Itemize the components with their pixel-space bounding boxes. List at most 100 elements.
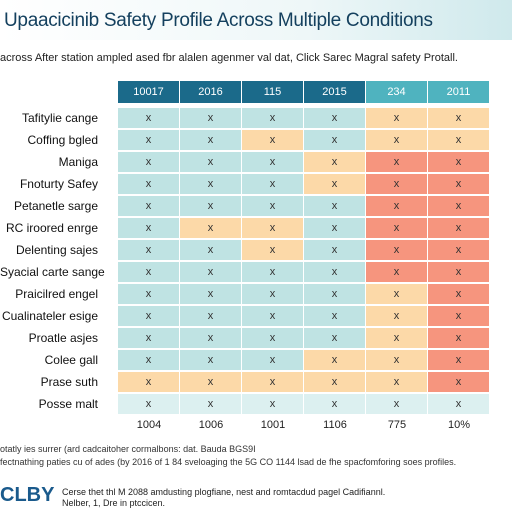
cell: x xyxy=(366,284,428,305)
cell: x xyxy=(366,328,428,349)
cell: x xyxy=(118,372,180,393)
cell: x xyxy=(304,328,366,349)
cell: x xyxy=(180,174,242,195)
column-header: 115 xyxy=(242,81,303,103)
cell: x xyxy=(118,328,180,349)
cell: x xyxy=(118,152,180,173)
cell: x xyxy=(428,350,490,371)
row-label: Prase suth xyxy=(40,375,98,389)
cell: x xyxy=(118,240,180,261)
cell: x xyxy=(180,328,242,349)
cell: x xyxy=(180,394,242,415)
cell: x xyxy=(242,130,304,151)
column-header: 234 xyxy=(366,81,427,103)
cell: x xyxy=(118,262,180,283)
column-header: 2015 xyxy=(304,81,365,103)
cell: x xyxy=(180,240,242,261)
column-total: 1106 xyxy=(323,419,347,431)
column-header: 10017 xyxy=(118,81,179,103)
cell: x xyxy=(366,262,428,283)
cell: x xyxy=(428,218,490,239)
cell: x xyxy=(242,108,304,129)
cell: x xyxy=(428,196,490,217)
row-label: Tafitylie cange xyxy=(21,111,98,125)
title: Upaacicinib Safety Profile Across Multip… xyxy=(4,10,433,31)
cell: x xyxy=(304,218,366,239)
footer-text: Nelber, 1, Dre in ptccicen. xyxy=(62,498,166,508)
row-label: Petanetle sarge xyxy=(13,199,98,213)
footer-text: Cerse thet thl M 2088 amdusting plogfian… xyxy=(62,487,386,497)
cell: x xyxy=(366,174,428,195)
cell: x xyxy=(242,350,304,371)
cell: x xyxy=(304,372,366,393)
footnote: otatly ies surrer (ard cadcaitoher corma… xyxy=(0,444,256,454)
column-total: 775 xyxy=(387,419,407,431)
column-total: 1006 xyxy=(198,419,224,431)
cell: x xyxy=(428,174,490,195)
cell: x xyxy=(304,306,366,327)
cell: x xyxy=(118,196,180,217)
cell: x xyxy=(242,218,304,239)
column-total: 10% xyxy=(447,419,471,431)
row-label: Colee gall xyxy=(44,353,98,367)
cell: x xyxy=(428,108,490,129)
column-total: 1004 xyxy=(136,419,162,431)
title-bar xyxy=(0,0,512,40)
cell: x xyxy=(428,152,490,173)
cell: x xyxy=(180,350,242,371)
cell: x xyxy=(366,394,428,415)
cell: x xyxy=(366,306,428,327)
cell: x xyxy=(242,306,304,327)
cell: x xyxy=(304,284,366,305)
cell: x xyxy=(366,240,428,261)
cell: x xyxy=(428,394,490,415)
cell: x xyxy=(242,328,304,349)
cell: x xyxy=(366,350,428,371)
cell: x xyxy=(366,218,428,239)
cell: x xyxy=(180,372,242,393)
row-label: Maniga xyxy=(58,155,98,169)
cell: x xyxy=(366,372,428,393)
row-label: RC iroored enrge xyxy=(5,221,98,235)
cell: x xyxy=(304,130,366,151)
logo: CLBY xyxy=(0,484,55,506)
cell: x xyxy=(304,108,366,129)
row-label: Fnoturty Safey xyxy=(19,177,98,191)
cell: x xyxy=(118,174,180,195)
cell: x xyxy=(118,218,180,239)
column-header: 2011 xyxy=(428,81,489,103)
cell: x xyxy=(428,130,490,151)
footnote: fectnathing paties cu of ades (by 2016 o… xyxy=(0,457,457,467)
cell: x xyxy=(242,372,304,393)
cell: x xyxy=(242,394,304,415)
cell: x xyxy=(118,350,180,371)
cell: x xyxy=(366,108,428,129)
row-label: Cualinateler esige xyxy=(1,309,98,323)
cell: x xyxy=(180,218,242,239)
cell: x xyxy=(180,262,242,283)
row-label: Proatle asjes xyxy=(28,331,98,345)
cell: x xyxy=(242,284,304,305)
cell: x xyxy=(304,196,366,217)
row-label: Syacial carte sange xyxy=(0,265,105,279)
cell: x xyxy=(118,108,180,129)
cell: x xyxy=(118,394,180,415)
row-label: Praicilred engel xyxy=(15,287,98,301)
cell: x xyxy=(366,196,428,217)
cell: x xyxy=(304,152,366,173)
cell: x xyxy=(428,240,490,261)
subtitle: across After station ampled ased fbr ala… xyxy=(0,52,458,64)
cell: x xyxy=(428,328,490,349)
column-header: 2016 xyxy=(180,81,241,103)
cell: x xyxy=(428,306,490,327)
cell: x xyxy=(428,262,490,283)
cell: x xyxy=(428,372,490,393)
column-total: 1001 xyxy=(260,419,286,431)
cell: x xyxy=(180,284,242,305)
row-label: Coffing bgled xyxy=(27,133,99,147)
row-label: Delenting sajes xyxy=(15,243,98,257)
cell: x xyxy=(180,306,242,327)
cell: x xyxy=(304,240,366,261)
cell: x xyxy=(304,174,366,195)
